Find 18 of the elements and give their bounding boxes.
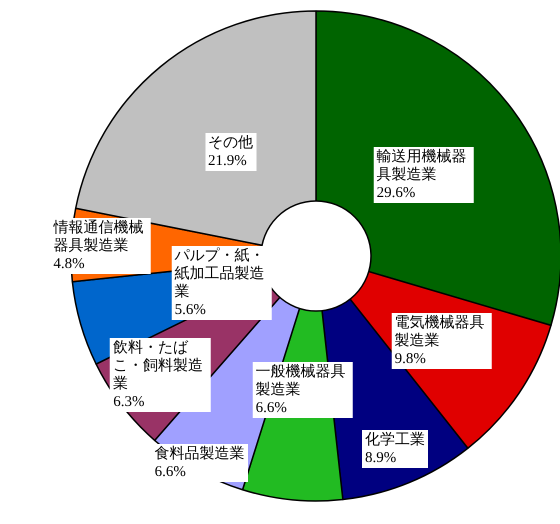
data-label: 8.9%: [365, 450, 396, 466]
slice-label: 輸送用機械器具製造業: [376, 149, 467, 184]
data-label: 6.6%: [256, 400, 287, 416]
data-label: 6.3%: [113, 394, 144, 410]
slice-label: 一般機械器具製造業: [256, 364, 346, 398]
slice-label: 飲料・たばこ・飼料製造業: [113, 340, 204, 392]
slice-label: 電気機械器具製造業: [394, 315, 485, 350]
data-label: 29.6%: [376, 185, 416, 202]
data-label: 9.8%: [394, 351, 426, 368]
data-label: 4.8%: [53, 256, 85, 272]
slice-label: その他: [208, 134, 253, 151]
slice-label: 化学工業: [365, 432, 425, 448]
data-label: 6.6%: [154, 464, 186, 480]
slice-label: パルプ・紙・紙加工品製造業: [174, 248, 265, 300]
slice-label: 情報通信機械器具製造業: [53, 220, 144, 254]
data-label: 5.6%: [174, 302, 206, 318]
data-label: 21.9%: [208, 152, 247, 169]
slice-label: 食料品製造業: [154, 446, 245, 462]
